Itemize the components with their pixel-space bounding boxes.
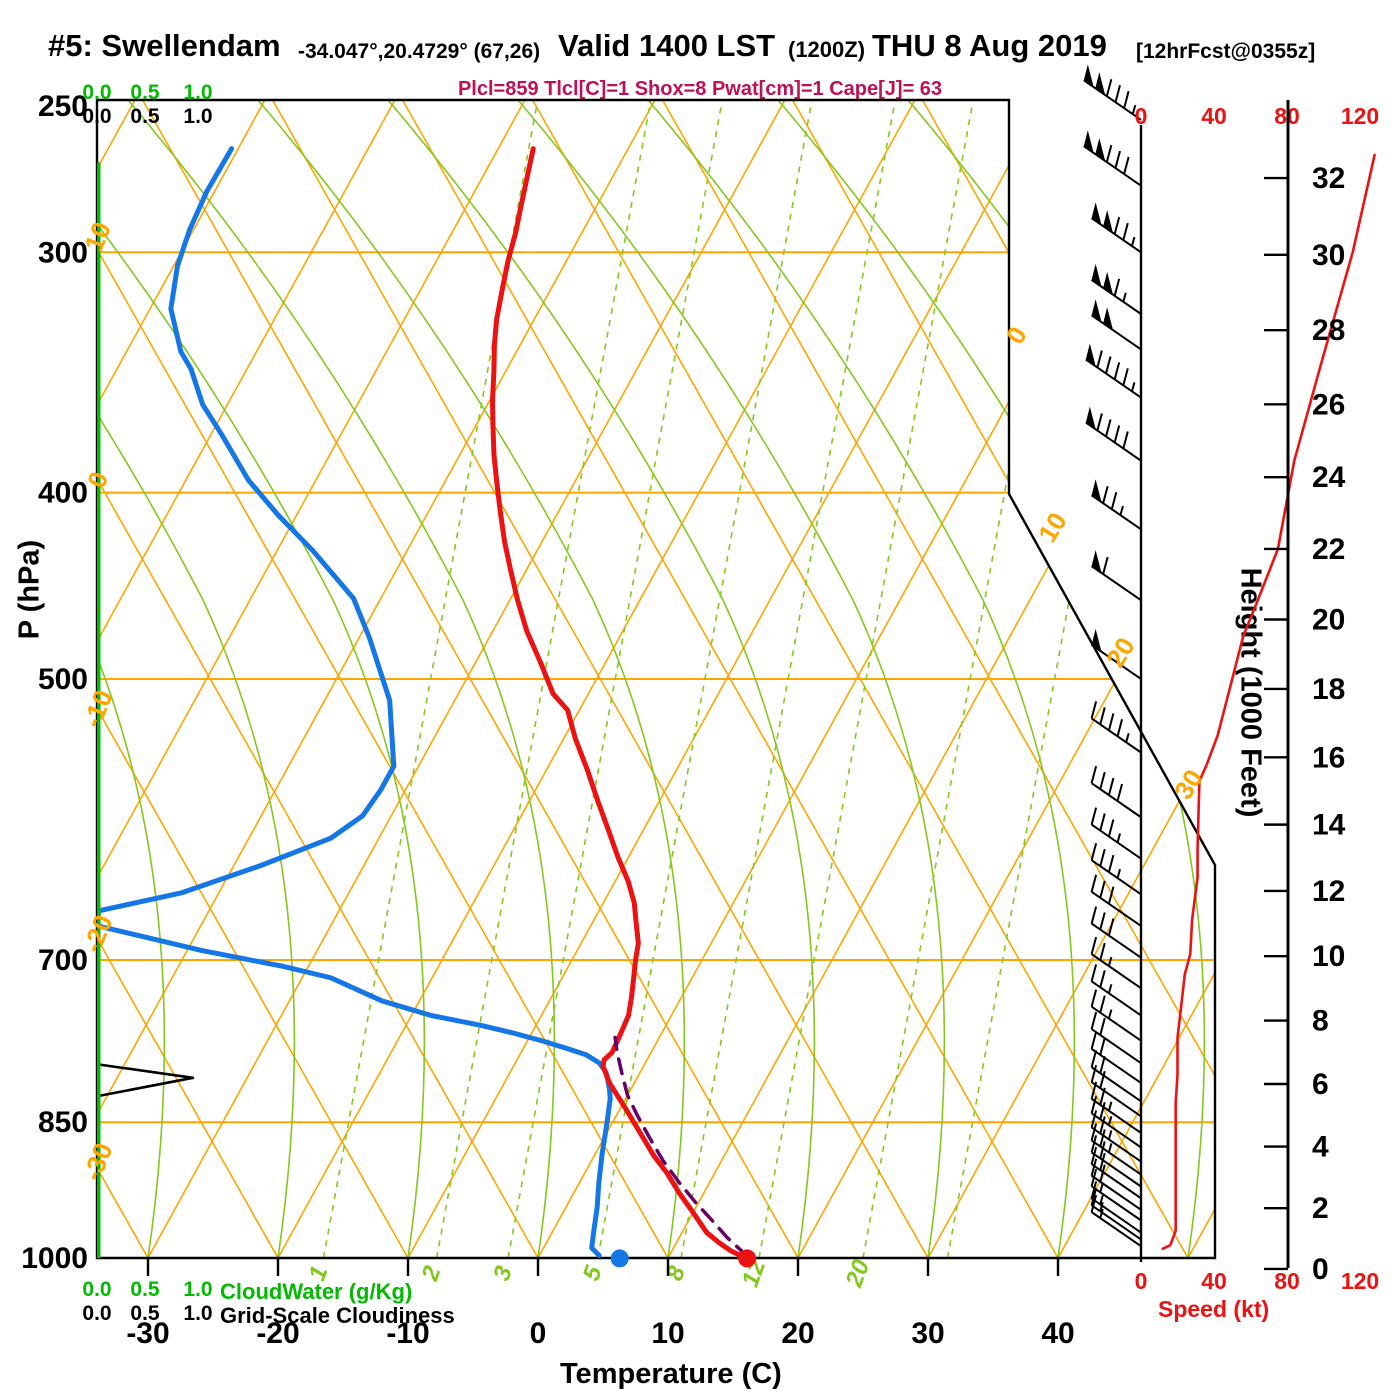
svg-text:1000: 1000: [21, 1242, 88, 1275]
svg-text:30: 30: [911, 1317, 944, 1350]
svg-text:1.0: 1.0: [183, 81, 212, 104]
svg-text:1: 1: [303, 1263, 333, 1285]
svg-text:18: 18: [1312, 673, 1345, 706]
svg-text:2: 2: [416, 1262, 447, 1285]
svg-text:20: 20: [781, 1317, 814, 1350]
svg-text:80: 80: [1274, 1268, 1300, 1294]
svg-text:4: 4: [1312, 1131, 1329, 1164]
svg-text:850: 850: [38, 1106, 88, 1139]
svg-text:12: 12: [1312, 875, 1345, 908]
svg-text:300: 300: [38, 236, 88, 269]
svg-text:0.5: 0.5: [130, 105, 160, 128]
svg-text:24: 24: [1312, 461, 1346, 494]
svg-text:0.5: 0.5: [130, 1278, 160, 1301]
svg-text:0: 0: [1312, 1253, 1329, 1286]
svg-text:2: 2: [1312, 1192, 1329, 1225]
svg-text:40: 40: [1201, 103, 1227, 129]
svg-text:250: 250: [38, 90, 88, 123]
svg-text:1.0: 1.0: [183, 1302, 212, 1325]
svg-text:0.0: 0.0: [82, 1302, 111, 1325]
svg-text:40: 40: [1041, 1317, 1074, 1350]
svg-text:16: 16: [1312, 741, 1345, 774]
svg-text:5: 5: [578, 1262, 608, 1284]
svg-text:30: 30: [1312, 239, 1345, 272]
svg-text:20: 20: [1100, 632, 1141, 672]
svg-text:0.5: 0.5: [130, 81, 160, 104]
svg-text:30: 30: [1168, 764, 1209, 804]
stability-params: Plcl=859 Tlcl[C]=1 Shox=8 Pwat[cm]=1 Cap…: [457, 78, 943, 100]
svg-text:0: 0: [1135, 1268, 1148, 1294]
svg-text:8: 8: [661, 1262, 691, 1284]
valid-date: THU 8 Aug 2019: [872, 28, 1107, 63]
cloudiness-legend: Grid-Scale Cloudiness: [220, 1303, 455, 1328]
svg-text:28: 28: [1312, 314, 1345, 347]
svg-text:3: 3: [488, 1262, 518, 1284]
svg-text:120: 120: [1341, 1268, 1379, 1294]
svg-text:-30: -30: [126, 1317, 169, 1350]
svg-text:1.0: 1.0: [183, 1278, 212, 1301]
speed-axis-title: Speed (kt): [1158, 1296, 1270, 1322]
svg-text:0.0: 0.0: [82, 81, 111, 104]
svg-text:32: 32: [1312, 162, 1345, 195]
forecast-tag: [12hrFcst@0355z]: [1136, 40, 1316, 63]
svg-text:10: 10: [1312, 940, 1345, 973]
svg-text:14: 14: [1312, 809, 1346, 842]
cloudwater-legend: CloudWater (g/Kg): [220, 1279, 413, 1304]
svg-text:10: 10: [1032, 507, 1073, 547]
svg-text:26: 26: [1312, 388, 1345, 421]
svg-text:-20: -20: [256, 1317, 299, 1350]
speed-profile: 0040408080120120: [1135, 103, 1380, 1294]
svg-text:-30: -30: [77, 1139, 119, 1185]
svg-text:6: 6: [1312, 1068, 1329, 1101]
svg-text:0.5: 0.5: [130, 1302, 160, 1325]
wind-barb-column: [1083, 64, 1143, 1262]
temperature-axis-title: Temperature (C): [560, 1358, 782, 1390]
station-title: #5: Swellendam: [48, 28, 281, 63]
station-coords: -34.047°,20.4729° (67,26): [298, 40, 541, 63]
svg-text:0.0: 0.0: [82, 105, 111, 128]
svg-text:22: 22: [1312, 533, 1345, 566]
svg-text:10: 10: [651, 1317, 684, 1350]
valid-zulu: (1200Z): [788, 37, 866, 62]
svg-text:20: 20: [840, 1256, 875, 1292]
svg-text:400: 400: [38, 477, 88, 510]
svg-text:500: 500: [38, 663, 88, 696]
svg-text:0.0: 0.0: [82, 1278, 111, 1301]
svg-text:0: 0: [1135, 103, 1148, 129]
svg-text:0: 0: [1000, 321, 1033, 349]
svg-text:20: 20: [1312, 603, 1345, 636]
svg-text:8: 8: [1312, 1005, 1329, 1038]
svg-text:-10: -10: [386, 1317, 429, 1350]
valid-time: Valid 1400 LST: [558, 28, 776, 63]
svg-text:0: 0: [530, 1317, 547, 1350]
background-gridlines: [97, 100, 1215, 1258]
svg-text:40: 40: [1201, 1268, 1227, 1294]
svg-text:120: 120: [1341, 103, 1379, 129]
svg-text:700: 700: [38, 944, 88, 977]
svg-text:1.0: 1.0: [183, 105, 212, 128]
sounding-curves: [97, 146, 749, 1258]
